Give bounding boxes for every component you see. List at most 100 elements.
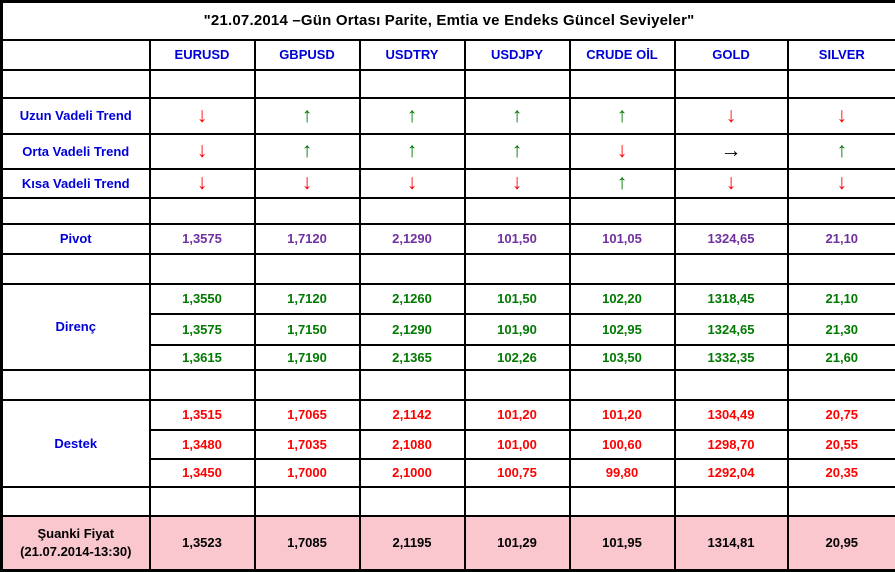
resistance-value: 102,26 (465, 345, 570, 370)
pivot-value: 1324,65 (675, 224, 788, 254)
trend-arrow-icon: ↓ (512, 172, 523, 193)
trend-row-short: Kısa Vadeli Trend ↓ ↓ ↓ ↓ ↑ ↓ ↓ (2, 169, 895, 198)
trend-arrow-cell: ↑ (465, 98, 570, 134)
empty-cell (570, 487, 675, 516)
empty-cell (150, 487, 255, 516)
trend-row-mid: Orta Vadeli Trend ↓ ↑ ↑ ↑ ↓ → ↑ (2, 134, 895, 169)
empty-cell (675, 370, 788, 400)
empty-cell (570, 198, 675, 224)
trend-arrow-cell: ↓ (360, 169, 465, 198)
empty-cell (788, 70, 895, 98)
column-header-silver: SILVER (788, 40, 895, 70)
current-price-value: 101,29 (465, 516, 570, 571)
support-row-label: Destek (2, 400, 150, 487)
empty-cell (465, 254, 570, 284)
header-row: EURUSD GBPUSD USDTRY USDJPY CRUDE OİL GO… (2, 40, 895, 70)
trend-row-label: Orta Vadeli Trend (2, 134, 150, 169)
resistance-value: 1,7120 (255, 284, 360, 314)
spacer-row (2, 254, 895, 284)
trend-arrow-icon: ↓ (726, 172, 737, 193)
pivot-value: 101,50 (465, 224, 570, 254)
current-price-value: 2,1195 (360, 516, 465, 571)
empty-cell (360, 70, 465, 98)
trend-arrow-cell: ↑ (255, 98, 360, 134)
trend-arrow-cell: ↓ (150, 169, 255, 198)
trend-arrow-cell: ↓ (150, 98, 255, 134)
resistance-value: 2,1290 (360, 314, 465, 345)
trend-arrow-icon: ↑ (837, 140, 848, 161)
empty-cell (465, 198, 570, 224)
trend-row-label: Kısa Vadeli Trend (2, 169, 150, 198)
empty-cell (570, 254, 675, 284)
empty-cell (465, 487, 570, 516)
resistance-value: 102,20 (570, 284, 675, 314)
resistance-value: 21,30 (788, 314, 895, 345)
trend-arrow-cell: ↑ (360, 98, 465, 134)
support-value: 1,3515 (150, 400, 255, 430)
resistance-value: 2,1365 (360, 345, 465, 370)
pivot-value: 2,1290 (360, 224, 465, 254)
current-price-value: 1,7085 (255, 516, 360, 571)
empty-cell (570, 70, 675, 98)
support-value: 2,1080 (360, 430, 465, 459)
resistance-value: 1,3615 (150, 345, 255, 370)
trend-arrow-icon: ↓ (302, 172, 313, 193)
resistance-row-1: Direnç 1,3550 1,7120 2,1260 101,50 102,2… (2, 284, 895, 314)
empty-cell (465, 70, 570, 98)
empty-cell (788, 198, 895, 224)
support-value: 1,7065 (255, 400, 360, 430)
support-value: 100,75 (465, 459, 570, 487)
empty-cell (675, 198, 788, 224)
pivot-row: Pivot 1,3575 1,7120 2,1290 101,50 101,05… (2, 224, 895, 254)
trend-arrow-cell: ↓ (788, 98, 895, 134)
trend-arrow-cell: ↓ (570, 134, 675, 169)
trend-arrow-cell: ↓ (150, 134, 255, 169)
column-header-usdtry: USDTRY (360, 40, 465, 70)
support-value: 2,1142 (360, 400, 465, 430)
resistance-value: 1332,35 (675, 345, 788, 370)
support-value: 20,75 (788, 400, 895, 430)
resistance-value: 1324,65 (675, 314, 788, 345)
trend-row-long: Uzun Vadeli Trend ↓ ↑ ↑ ↑ ↑ ↓ ↓ (2, 98, 895, 134)
resistance-value: 1,7190 (255, 345, 360, 370)
trend-arrow-cell: ↑ (788, 134, 895, 169)
trend-arrow-cell: ↑ (255, 134, 360, 169)
column-header-usdjpy: USDJPY (465, 40, 570, 70)
support-value: 1298,70 (675, 430, 788, 459)
empty-cell (675, 70, 788, 98)
empty-cell (255, 198, 360, 224)
support-value: 1304,49 (675, 400, 788, 430)
trend-arrow-icon: ↓ (197, 172, 208, 193)
support-value: 1,7035 (255, 430, 360, 459)
pivot-value: 101,05 (570, 224, 675, 254)
trend-arrow-cell: ↑ (360, 134, 465, 169)
pivot-value: 1,3575 (150, 224, 255, 254)
trend-row-label: Uzun Vadeli Trend (2, 98, 150, 134)
empty-cell (255, 70, 360, 98)
empty-cell (788, 370, 895, 400)
resistance-value: 1,3575 (150, 314, 255, 345)
empty-cell (360, 370, 465, 400)
trend-arrow-icon: ↓ (837, 172, 848, 193)
spacer-row (2, 70, 895, 98)
empty-cell (255, 254, 360, 284)
trend-arrow-icon: ↑ (512, 140, 523, 161)
resistance-value: 21,60 (788, 345, 895, 370)
trend-arrow-icon: ↑ (302, 105, 313, 126)
empty-cell (675, 487, 788, 516)
title-row: "21.07.2014 –Gün Ortası Parite, Emtia ve… (2, 2, 895, 40)
trend-arrow-icon: ↓ (726, 105, 737, 126)
empty-cell (255, 487, 360, 516)
current-price-value: 1314,81 (675, 516, 788, 571)
trend-arrow-cell: → (675, 134, 788, 169)
empty-cell (150, 370, 255, 400)
resistance-value: 1,7150 (255, 314, 360, 345)
column-header-gold: GOLD (675, 40, 788, 70)
pivot-value: 1,7120 (255, 224, 360, 254)
trend-arrow-icon: ↑ (617, 172, 628, 193)
trend-arrow-icon: ↑ (407, 140, 418, 161)
trend-arrow-cell: ↑ (570, 169, 675, 198)
resistance-value: 101,50 (465, 284, 570, 314)
support-value: 101,20 (465, 400, 570, 430)
